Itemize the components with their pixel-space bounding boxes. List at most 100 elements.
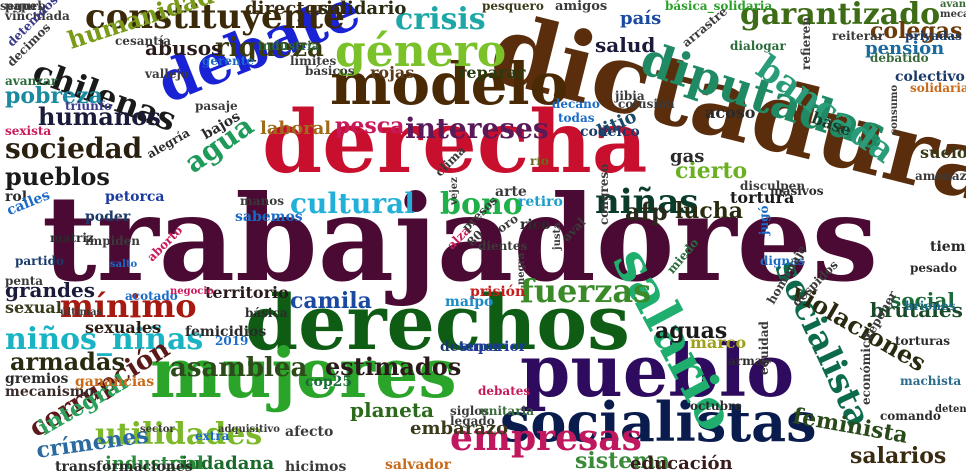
cloud-word: gerente <box>202 54 254 68</box>
cloud-word: adquisitivo <box>218 424 280 435</box>
cloud-word: codelco <box>580 124 640 140</box>
cloud-word: niños_niñas <box>5 322 204 357</box>
cloud-word: pesquero <box>482 0 544 13</box>
cloud-word: jugó <box>757 205 771 235</box>
cloud-word: mujeres <box>150 334 457 414</box>
cloud-word: reiterar <box>832 29 885 43</box>
cloud-word: afecto <box>285 424 334 440</box>
cloud-word: acoso <box>705 103 756 122</box>
cloud-word: salarios <box>850 443 947 469</box>
cloud-word: vinculada <box>5 9 70 23</box>
cloud-word: pensión <box>865 38 945 59</box>
cloud-word: salud <box>595 33 656 57</box>
cloud-word: laboral <box>260 118 332 139</box>
cloud-word: dignas <box>760 254 805 268</box>
cloud-word: género <box>335 26 507 77</box>
cloud-word: extra <box>195 429 230 443</box>
cloud-word: sociedad <box>5 132 143 165</box>
cloud-word: unitaria <box>480 404 534 418</box>
cloud-word: marco <box>690 333 747 352</box>
cloud-word: planeta <box>350 398 435 422</box>
cloud-word: todas <box>558 111 595 125</box>
cloud-word: mecanismo <box>5 384 94 400</box>
cloud-word: abusos <box>145 36 223 60</box>
cloud-word: trabajadores <box>42 169 879 308</box>
cloud-word: humanos <box>38 102 161 131</box>
cloud-word: estimados <box>325 352 462 381</box>
cloud-word: sexuales <box>85 318 161 337</box>
cloud-word: ciudadana <box>170 453 275 474</box>
cloud-word: detenido <box>935 404 966 415</box>
cloud-word: sexual <box>5 298 62 317</box>
cloud-word: decano <box>552 97 600 111</box>
cloud-word: gas <box>670 146 705 167</box>
cloud-word: detener <box>440 339 501 355</box>
cloud-word: debates <box>478 384 531 398</box>
cloud-word: sexista <box>5 124 52 138</box>
cloud-word: pesca <box>335 113 405 139</box>
cloud-word: embarazo <box>410 418 509 439</box>
cloud-word: papel <box>5 0 42 13</box>
cloud-word: modelo <box>330 50 569 118</box>
cloud-word: armadas <box>10 347 125 376</box>
cloud-word: avances <box>940 0 966 10</box>
cloud-word: riqueza <box>215 33 324 63</box>
cloud-word: mecanismos <box>940 9 966 20</box>
cloud-word: básica_solidaria <box>665 0 773 13</box>
cloud-word: armas <box>728 354 770 368</box>
cloud-word: territorio <box>205 283 289 302</box>
cloud-word: dialogar <box>730 39 786 53</box>
cloud-word: matriz <box>50 231 94 245</box>
cloud-word: tortura <box>730 188 795 207</box>
cloud-word: colegas <box>870 18 963 44</box>
cloud-word: últimas <box>60 307 103 318</box>
cloud-word: fuerzas <box>520 272 652 310</box>
cloud-word: derechos <box>245 278 630 367</box>
cloud-word: niñas <box>595 182 699 222</box>
cloud-word: triunfo <box>65 99 113 113</box>
cloud-word: brutales <box>870 298 963 322</box>
cloud-word: hicimos <box>285 459 347 475</box>
cloud-word: salto <box>110 259 138 270</box>
cloud-word: ganancias <box>75 374 155 390</box>
cloud-word: octubre <box>690 399 742 413</box>
cloud-word: negocio <box>170 286 214 297</box>
cloud-word: partido <box>15 254 64 268</box>
cloud-word: afp <box>625 197 668 226</box>
cloud-word: asamblea <box>170 353 308 383</box>
cloud-word: pueblo <box>520 328 795 413</box>
cloud-word: solidaria <box>910 81 966 95</box>
cloud-word: acotado <box>125 289 178 303</box>
cloud-word: rojas <box>370 63 415 82</box>
cloud-word: refieren <box>799 17 813 70</box>
cloud-word: empresas <box>450 417 642 459</box>
cloud-word: impiden <box>85 234 140 248</box>
cloud-word: privadas <box>905 29 962 43</box>
cloud-word: jibia <box>615 89 645 103</box>
cloud-word: pesado <box>910 261 957 275</box>
cloud-word: pobreza <box>5 83 103 109</box>
cloud-word: disculpen <box>740 179 806 193</box>
cloud-word: rico <box>520 217 551 233</box>
cloud-word: grandes <box>5 278 95 302</box>
cloud-word: transformaciones <box>55 459 193 475</box>
cloud-word: constituyente <box>85 0 345 37</box>
cloud-word: machista <box>900 374 962 388</box>
cloud-word: pueblos <box>5 162 110 191</box>
cloud-word: utilidades <box>95 417 263 452</box>
cloud-word: colectivo <box>895 69 965 85</box>
cloud-word: prisión <box>470 284 526 300</box>
cloud-word: sistema <box>575 448 670 474</box>
cloud-word: sabemos <box>235 209 303 225</box>
cloud-word: solidario <box>318 0 407 19</box>
cloud-word: industria <box>258 39 320 53</box>
cloud-word: masivos <box>770 184 824 198</box>
cloud-word: seguro <box>0 0 46 13</box>
cloud-word: derecha <box>262 92 648 193</box>
cloud-word: país <box>620 8 662 29</box>
cloud-word: poder <box>85 209 131 225</box>
cloud-word: pasaje <box>195 99 238 113</box>
cloud-word: económico <box>859 332 873 405</box>
cloud-word: petorca <box>105 189 165 205</box>
